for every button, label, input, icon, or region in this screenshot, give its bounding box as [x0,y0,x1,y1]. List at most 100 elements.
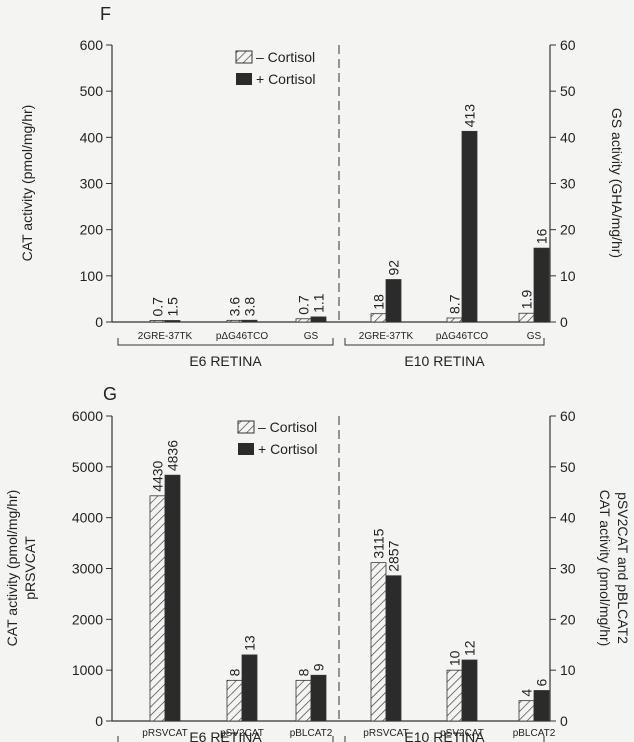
value-label-plus-cortisol: 13 [242,635,258,651]
bar-minus-cortisol [446,317,463,323]
bar-plus-cortisol [385,279,402,323]
left-y-tick-label: 3000 [72,561,103,577]
legend-label-minus-cortisol: – Cortisol [256,49,315,65]
group-label: E6 RETINA [189,729,262,742]
category-label: pΔG46TCO [436,331,488,342]
category-label: pBLCAT2 [290,728,333,739]
right-y-tick-label: 10 [560,268,576,284]
legend-label-plus-cortisol: + Cortisol [258,441,318,457]
value-label-minus-cortisol: 0.7 [150,297,166,317]
value-label-minus-cortisol: 1.9 [519,290,535,310]
category-label: pSV2CAT [220,728,264,739]
left-y-tick-label: 400 [80,129,104,145]
bar-minus-cortisol [370,562,387,722]
value-label-minus-cortisol: 18 [371,294,387,310]
value-label-minus-cortisol: 10 [447,650,463,666]
bar-minus-cortisol [370,313,387,323]
bar-minus-cortisol [518,700,535,722]
right-y-tick-label: 10 [560,662,576,678]
right-y-tick-label: 50 [560,459,576,475]
category-label: pSV2CAT [440,728,484,739]
right-y-tick-label: 20 [560,611,576,627]
value-label-minus-cortisol: 3.6 [227,297,243,317]
left-y-axis-subtitle: pRSVCAT [22,536,38,600]
value-label-plus-cortisol: 16 [534,228,550,244]
left-y-tick-label: 5000 [72,459,103,475]
value-label-plus-cortisol: 3.8 [242,297,258,317]
legend-swatch-minus-cortisol [235,50,253,64]
value-label-plus-cortisol: 1.5 [165,297,181,317]
bar-plus-cortisol [164,320,181,323]
group-label: E10 RETINA [404,729,485,742]
left-y-tick-label: 0 [95,713,103,729]
left-y-tick-label: 2000 [72,611,103,627]
right-y-tick-label: 30 [560,176,576,192]
right-y-tick-label: 0 [560,713,568,729]
left-y-tick-label: 500 [80,83,104,99]
legend-swatch-plus-cortisol [238,443,254,455]
right-y-tick-label: 60 [560,37,576,53]
category-label: GS [304,331,319,342]
group-bracket [344,736,545,742]
category-label: 2GRE-37TK [138,331,193,342]
bar-plus-cortisol [164,474,181,722]
legend-swatch-plus-cortisol [236,73,252,85]
right-y-tick-label: 0 [560,314,568,330]
right-y-axis-title: GS activity (GHA/mg/hr) [609,108,625,258]
left-y-tick-label: 0 [95,314,103,330]
value-label-plus-cortisol: 9 [311,663,327,671]
chart-panel-f: F 0 100 200 300 400 500 600 0 10 20 30 40 50 60 CAT act… [19,4,625,369]
value-label-minus-cortisol: 8.7 [447,294,463,314]
group-bracket [117,736,334,742]
left-y-tick-label: 4000 [72,510,103,526]
bar-minus-cortisol [149,320,166,323]
legend-swatch-minus-cortisol [237,420,255,434]
bar-plus-cortisol [533,247,550,323]
bar-plus-cortisol [241,319,258,323]
bar-plus-cortisol [461,130,478,323]
bar-plus-cortisol [310,316,327,323]
group-label: E10 RETINA [404,353,485,369]
category-label: pΔG46TCO [216,331,268,342]
category-label: pRSVCAT [142,728,187,739]
left-y-tick-label: 200 [80,222,104,238]
category-label: 2GRE-37TK [359,331,414,342]
legend-label-minus-cortisol: – Cortisol [258,419,317,435]
right-y-axis-title: CAT activity (pmol/mg/hr) [597,490,613,647]
bar-minus-cortisol [295,318,312,323]
left-y-tick-label: 600 [80,37,104,53]
right-y-tick-label: 30 [560,561,576,577]
value-label-minus-cortisol: 8 [227,668,243,676]
value-label-plus-cortisol: 1.1 [311,293,327,313]
value-label-minus-cortisol: 3115 [371,528,387,558]
category-label: GS [527,331,542,342]
bar-plus-cortisol [461,659,478,722]
bar-minus-cortisol [295,679,312,722]
left-y-tick-label: 6000 [72,408,103,424]
bar-minus-cortisol [518,312,535,323]
right-y-tick-label: 40 [560,129,576,145]
panel-label: F [100,4,111,24]
right-y-tick-label: 40 [560,510,576,526]
chart-panel-g: G 0 1000 2000 3000 4000 5000 6000 0 10 20 30 40 50 60 C… [4,384,631,742]
left-y-tick-label: 100 [80,268,104,284]
group-bracket [117,338,334,346]
bar-plus-cortisol [310,674,327,722]
bar-minus-cortisol [226,679,243,722]
left-y-tick-label: 300 [80,176,104,192]
bar-minus-cortisol [149,495,166,722]
bar-plus-cortisol [241,654,258,722]
category-label: pBLCAT2 [513,728,556,739]
value-label-plus-cortisol: 12 [462,640,478,656]
bar-plus-cortisol [385,575,402,722]
value-label-minus-cortisol: 8 [296,668,312,676]
bar-minus-cortisol [446,669,463,722]
value-label-plus-cortisol: 6 [534,679,550,687]
right-y-tick-label: 60 [560,408,576,424]
left-y-axis-title: CAT activity (pmol/mg/hr) [4,490,20,647]
value-label-plus-cortisol: 4836 [165,440,181,471]
value-label-plus-cortisol: 2857 [386,540,402,571]
category-label: pRSVCAT [363,728,408,739]
left-y-tick-label: 1000 [72,662,103,678]
